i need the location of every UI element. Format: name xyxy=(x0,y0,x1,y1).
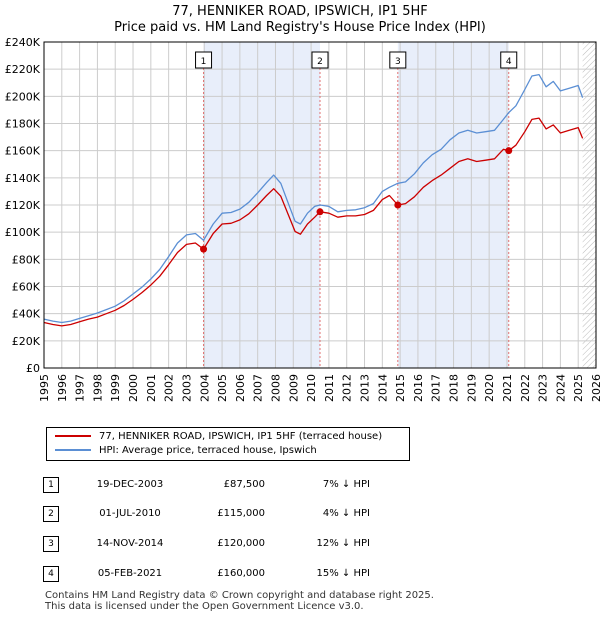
x-tick-label: 2019 xyxy=(465,374,478,402)
property-price-line xyxy=(43,117,584,327)
x-tick-label: 1996 xyxy=(56,374,69,402)
transaction-date: 01-JUL-2010 xyxy=(99,508,161,519)
x-tick-label: 2017 xyxy=(430,374,443,402)
x-tick-label: 2011 xyxy=(323,374,336,402)
sale-marker-box xyxy=(500,51,518,69)
y-tick-label: £20K xyxy=(12,335,41,348)
sale-marker-box xyxy=(311,51,329,69)
sale-marker-number: 1 xyxy=(201,57,207,67)
chart-title-line2: Price paid vs. HM Land Registry's House … xyxy=(114,20,486,35)
sale-point xyxy=(394,201,402,209)
x-tick-label: 2012 xyxy=(341,374,354,402)
transaction-date: 05-FEB-2021 xyxy=(97,568,163,579)
sale-marker-number: 2 xyxy=(317,57,323,67)
transaction-number-badge: 3 xyxy=(43,536,59,552)
sale-marker-box xyxy=(389,51,407,69)
legend-item-hpi: HPI: Average price, terraced house, Ipsw… xyxy=(55,444,317,458)
x-tick-label: 2026 xyxy=(590,374,600,402)
y-tick-label: £100K xyxy=(5,226,41,239)
y-tick-label: £200K xyxy=(5,90,41,103)
x-tick-label: 2009 xyxy=(287,374,300,402)
transaction-hpi-diff: 7% ↓ HPI xyxy=(322,479,370,490)
y-tick-label: £0 xyxy=(26,362,40,375)
sale-point xyxy=(316,208,324,216)
transaction-hpi-diff: 15% ↓ HPI xyxy=(316,568,370,579)
price-chart: £0 £20K £40K £60K £80K £100K £120K £140K £160K £1… xyxy=(5,38,600,402)
y-tick-label: £60K xyxy=(12,281,41,294)
x-tick-label: 2007 xyxy=(252,374,265,402)
x-tick-label: 2016 xyxy=(412,374,425,402)
transaction-hpi-diff: 4% ↓ HPI xyxy=(322,508,370,519)
sale-marker-box xyxy=(195,51,213,69)
sale-marker-number: 4 xyxy=(506,57,512,67)
transaction-price: £120,000 xyxy=(217,538,265,549)
transaction-date: 19-DEC-2003 xyxy=(96,479,164,490)
legend-item-property: 77, HENNIKER ROAD, IPSWICH, IP1 5HF (ter… xyxy=(55,430,382,444)
legend-label-property: 77, HENNIKER ROAD, IPSWICH, IP1 5HF (ter… xyxy=(99,431,383,442)
x-tick-label: 2005 xyxy=(216,374,229,402)
y-tick-label: £40K xyxy=(12,308,41,321)
transaction-price: £87,500 xyxy=(223,479,265,490)
x-tick-label: 2010 xyxy=(305,374,318,402)
y-tick-label: £180K xyxy=(5,118,41,131)
footer-copyright: Contains HM Land Registry data © Crown c… xyxy=(45,590,434,601)
chart-title-line1: 77, HENNIKER ROAD, IPSWICH, IP1 5HF xyxy=(172,4,428,19)
transaction-price: £115,000 xyxy=(217,508,265,519)
x-tick-label: 1997 xyxy=(74,374,87,402)
x-tick-label: 2021 xyxy=(501,374,514,402)
sale-point xyxy=(505,147,513,155)
transaction-hpi-diff: 12% ↓ HPI xyxy=(316,538,370,549)
legend-swatch-hpi xyxy=(55,449,91,451)
x-tick-label: 2001 xyxy=(145,374,158,402)
x-tick-label: 2000 xyxy=(127,374,140,402)
legend: 77, HENNIKER ROAD, IPSWICH, IP1 5HF (ter… xyxy=(46,427,410,461)
x-tick-label: 2024 xyxy=(554,374,567,402)
sale-point xyxy=(200,245,208,253)
x-tick-label: 2002 xyxy=(163,374,176,402)
x-tick-label: 2003 xyxy=(180,374,193,402)
footer-licence: This data is licensed under the Open Gov… xyxy=(45,601,364,612)
table-row: 1 19-DEC-2003 £87,500 7% ↓ HPI xyxy=(0,477,600,497)
transaction-number-badge: 1 xyxy=(43,477,59,493)
x-tick-label: 1999 xyxy=(109,374,122,402)
x-tick-label: 1998 xyxy=(91,374,104,402)
x-tick-label: 2004 xyxy=(198,374,211,402)
y-tick-label: £140K xyxy=(5,172,41,185)
table-row: 4 05-FEB-2021 £160,000 15% ↓ HPI xyxy=(0,566,600,586)
plot-frame xyxy=(43,41,597,369)
y-tick-label: £80K xyxy=(12,253,41,266)
y-tick-label: £220K xyxy=(5,63,41,76)
y-tick-label: £240K xyxy=(5,38,41,49)
transaction-number-badge: 2 xyxy=(43,506,59,522)
x-tick-label: 2006 xyxy=(234,374,247,402)
transaction-price: £160,000 xyxy=(217,568,265,579)
x-tick-label: 2022 xyxy=(519,374,532,402)
hpi-line xyxy=(43,73,584,324)
x-tick-label: 2025 xyxy=(572,374,585,402)
y-tick-label: £120K xyxy=(5,199,41,212)
y-tick-label: £160K xyxy=(5,145,41,158)
x-tick-label: 2013 xyxy=(359,374,372,402)
x-tick-label: 1995 xyxy=(38,374,51,402)
x-tick-label: 2020 xyxy=(483,374,496,402)
transaction-date: 14-NOV-2014 xyxy=(96,538,164,549)
footer: Contains HM Land Registry data © Crown c… xyxy=(45,590,434,612)
legend-swatch-property xyxy=(55,435,91,437)
table-row: 2 01-JUL-2010 £115,000 4% ↓ HPI xyxy=(0,506,600,526)
sale-marker-number: 3 xyxy=(395,57,401,67)
x-tick-label: 2008 xyxy=(269,374,282,402)
transaction-number-badge: 4 xyxy=(43,566,59,582)
table-row: 3 14-NOV-2014 £120,000 12% ↓ HPI xyxy=(0,536,600,556)
chart-title: 77, HENNIKER ROAD, IPSWICH, IP1 5HF Pric… xyxy=(0,4,600,36)
x-tick-label: 2014 xyxy=(376,374,389,402)
x-tick-label: 2018 xyxy=(448,374,461,402)
x-tick-label: 2023 xyxy=(537,374,550,402)
legend-label-hpi: HPI: Average price, terraced house, Ipsw… xyxy=(99,445,317,456)
x-tick-label: 2015 xyxy=(394,374,407,402)
